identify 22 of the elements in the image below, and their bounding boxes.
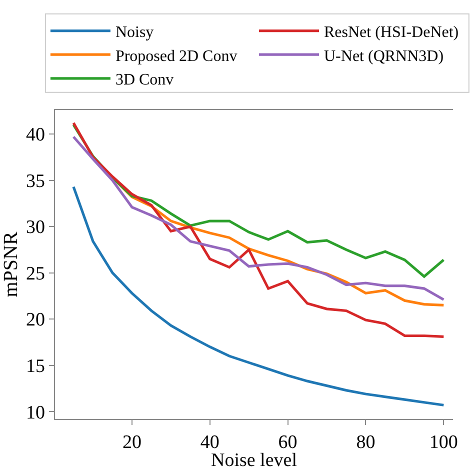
y-tick-label: 15 [26,356,45,377]
y-axis-title: mPSNR [0,231,22,298]
x-tick-label: 80 [356,432,376,453]
legend-label: Proposed 2D Conv [115,48,238,65]
line-series [72,122,445,338]
y-tick-label: 10 [26,402,45,424]
y-tick-label: 40 [26,124,45,146]
x-tick-label: 20 [122,432,142,453]
legend-label: 3D Conv [115,72,174,89]
line-series [72,136,445,301]
legend-label: U-Net (QRNN3D) [324,48,444,65]
line-series [72,185,445,406]
y-tick-label: 30 [26,217,45,238]
y-tick-label: 25 [26,263,45,284]
x-tick-label: 100 [429,432,458,453]
y-tick-label: 35 [26,170,45,192]
x-axis-title: Noise level [210,450,298,471]
y-tick-label: 20 [26,310,45,331]
legend-label: Noisy [115,24,154,42]
x-tick-label: 60 [278,432,298,453]
x-tick-label: 40 [200,432,220,453]
legend-label: ResNet (HSI-DeNet) [324,24,459,42]
